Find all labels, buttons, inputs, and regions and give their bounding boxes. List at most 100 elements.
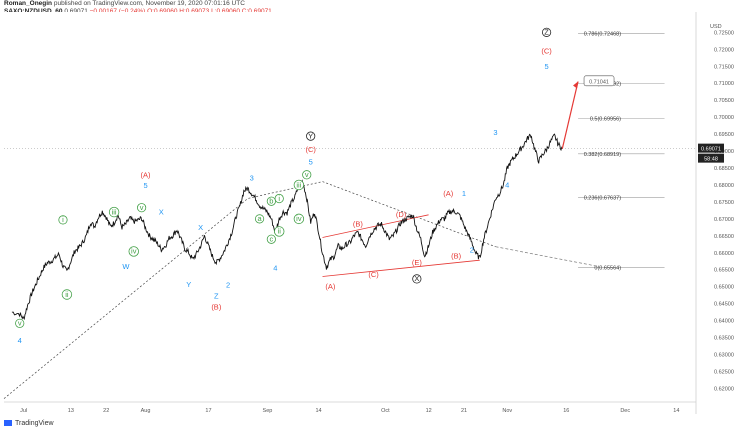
time-tick-label: Sep: [263, 408, 273, 414]
wave-label-circle[interactable]: [266, 234, 276, 244]
fib-level-label: 0.236(0.67637): [584, 195, 621, 201]
wave-label: ii: [65, 290, 69, 299]
tradingview-logo[interactable]: TradingView: [4, 420, 54, 427]
wave-label: Z: [544, 28, 549, 37]
wave-label[interactable]: 4: [505, 180, 509, 189]
wave-label-circle[interactable]: [293, 213, 305, 225]
wave-label[interactable]: W: [122, 262, 130, 271]
author-name[interactable]: Roman_Onegin: [4, 0, 53, 7]
wave-label[interactable]: (C): [305, 145, 316, 154]
wave-label: Y: [308, 131, 313, 140]
wave-label[interactable]: 2: [226, 281, 230, 290]
wave-label: b: [269, 197, 273, 206]
fib-level-label: 0.786(0.72468): [584, 31, 621, 37]
wave-label-circle[interactable]: [293, 179, 305, 191]
wave-label-circle[interactable]: [61, 289, 73, 300]
wave-label[interactable]: 5: [143, 181, 147, 190]
wave-label[interactable]: (C): [541, 47, 552, 56]
wave-label[interactable]: Y: [186, 280, 191, 289]
publish-line: Roman_Onegin published on TradingView.co…: [4, 0, 272, 8]
wave-label[interactable]: 3: [493, 128, 497, 137]
wave-label[interactable]: (A): [325, 282, 336, 291]
price-tick-label: 0.63500: [714, 336, 734, 342]
time-tick-label: 22: [103, 408, 109, 414]
symbol-name[interactable]: SAXO:NZDUSD, 60: [4, 8, 63, 15]
symbol-line: SAXO:NZDUSD, 60 0.69071 −0.00167 (−0.24%…: [4, 8, 272, 16]
price-tick-label: 0.69500: [714, 132, 734, 138]
price-tick-label: 0.64500: [714, 302, 734, 308]
wave-label[interactable]: (D): [396, 210, 407, 219]
wave-label-circle[interactable]: [137, 203, 147, 213]
wave-label[interactable]: (C): [368, 270, 379, 279]
wave-label[interactable]: 3: [250, 174, 254, 183]
price-tick-label: 0.72500: [714, 30, 734, 36]
support-trendline[interactable]: [3, 181, 323, 399]
price-callout-box[interactable]: [583, 75, 615, 87]
trendline-extension[interactable]: [495, 246, 598, 267]
price-tick-label: 0.66000: [714, 251, 734, 257]
current-price-badge: [698, 143, 724, 153]
time-tick-label: Oct: [381, 408, 390, 414]
wave-label-circle[interactable]: [128, 246, 139, 257]
projection-arrow[interactable]: [561, 81, 579, 149]
wave-label: iv: [296, 214, 302, 223]
tradingview-logo-icon: [4, 420, 12, 427]
time-tick-label: Jul: [20, 408, 27, 414]
wave-label[interactable]: (A): [443, 189, 454, 198]
price-tick-label: 0.68500: [714, 166, 734, 172]
last-price: 0.69071: [64, 8, 88, 15]
wave-label-circle[interactable]: [58, 215, 68, 225]
price-change: −0.00167 (−0.24%): [89, 8, 146, 15]
chart-header: Roman_Onegin published on TradingView.co…: [4, 0, 272, 16]
wave-label[interactable]: 1: [462, 189, 466, 198]
wave-label: i: [278, 194, 280, 203]
wave-label-circle[interactable]: [302, 170, 312, 180]
current-price-label: 0.69071: [701, 147, 721, 153]
wave-label[interactable]: 4: [273, 264, 277, 273]
wave-label-circle[interactable]: [541, 27, 552, 37]
resistance-trendline[interactable]: [322, 181, 496, 248]
ohlc-values: O:0.69060 H:0.69073 L:0.69060 C:0.69071: [147, 8, 272, 15]
time-tick-label: Aug: [141, 408, 151, 414]
price-tick-label: 0.70000: [714, 115, 734, 121]
wave-label[interactable]: 4: [18, 336, 22, 345]
wave-label[interactable]: (B): [211, 303, 222, 312]
price-series-line[interactable]: [11, 133, 563, 321]
triangle-lower-line[interactable]: [322, 259, 480, 277]
price-tick-label: 0.71500: [714, 64, 734, 70]
wave-label-circle[interactable]: [274, 226, 285, 237]
wave-label[interactable]: (A): [141, 170, 152, 179]
wave-label-circle[interactable]: [306, 131, 316, 141]
time-tick-label: 14: [315, 408, 321, 414]
wave-label[interactable]: 5: [309, 158, 313, 167]
wave-label[interactable]: Z: [214, 291, 219, 300]
wave-label[interactable]: (B): [451, 252, 462, 261]
wave-label[interactable]: (B): [353, 219, 364, 228]
arrow-head-icon: [573, 81, 579, 89]
wave-label[interactable]: X: [159, 208, 164, 217]
wave-label[interactable]: (E): [412, 258, 423, 267]
price-tick-label: 0.70500: [714, 98, 734, 104]
wave-label-circle[interactable]: [254, 214, 265, 224]
wave-label-circle[interactable]: [412, 274, 422, 284]
wave-label: iii: [112, 207, 117, 216]
time-tick-label: Dec: [620, 408, 630, 414]
wave-label[interactable]: 2: [470, 246, 474, 255]
wave-label[interactable]: 5: [545, 62, 549, 71]
time-tick-label: 17: [205, 408, 211, 414]
wave-label: v: [18, 319, 22, 328]
price-tick-label: 0.62000: [714, 386, 734, 392]
wave-label-circle[interactable]: [274, 193, 284, 204]
countdown-label: 58:48: [704, 157, 718, 163]
price-callout-label: 0.71041: [589, 79, 609, 85]
wave-label-circle[interactable]: [108, 206, 120, 218]
plot-area[interactable]: [4, 12, 696, 402]
price-tick-label: 0.68000: [714, 183, 734, 189]
price-tick-label: 0.71000: [714, 81, 734, 87]
fib-level-label: 0.382(0.68919): [584, 152, 621, 158]
wave-label[interactable]: X: [198, 223, 203, 232]
time-tick-label: 21: [461, 408, 467, 414]
wave-label-circle[interactable]: [15, 318, 25, 328]
